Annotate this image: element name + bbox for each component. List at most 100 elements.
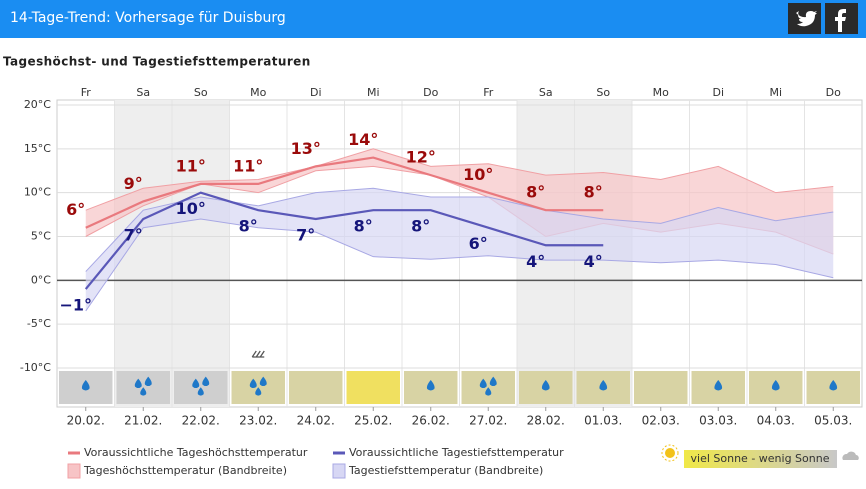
- legend-line: [333, 451, 345, 455]
- weekday-label: So: [194, 86, 208, 99]
- legend-label: Tagestiefsttemperatur (Bandbreite): [348, 464, 543, 477]
- value-label: 7°: [296, 225, 315, 244]
- weekday-label: Mi: [769, 86, 782, 99]
- weekday-label: Di: [310, 86, 322, 99]
- sun-legend-label: viel Sonne - wenig Sonne: [691, 452, 830, 465]
- value-label: 11°: [233, 156, 263, 175]
- value-label: 10°: [463, 165, 493, 184]
- y-tick-label: 20°C: [24, 98, 51, 111]
- x-tick-label: 23.02.: [239, 414, 277, 428]
- sun-rays: [661, 444, 679, 462]
- value-label: 8°: [354, 217, 373, 236]
- legend-swatch: [67, 463, 81, 479]
- twitter-icon: [796, 11, 817, 27]
- weekday-label: Do: [423, 86, 438, 99]
- series-line: [85, 156, 604, 229]
- legend-label: Voraussichtliche Tageshöchsttemperatur: [84, 446, 308, 459]
- rain-drop: [485, 387, 492, 396]
- weekday-label: Mi: [367, 86, 380, 99]
- value-label: 10°: [176, 199, 206, 218]
- legend-label: Tageshöchsttemperatur (Bandbreite): [83, 464, 287, 477]
- weekend-column: [172, 100, 230, 407]
- rain-drop: [249, 378, 257, 389]
- value-label: 6°: [66, 200, 85, 219]
- weather-cell: [346, 371, 400, 404]
- rain-drop: [259, 376, 267, 387]
- band-upper: [85, 148, 834, 211]
- weekday-label: Mo: [250, 86, 266, 99]
- rain-drop: [134, 378, 142, 389]
- band-lower: [85, 218, 834, 312]
- weekday-label: Sa: [539, 86, 553, 99]
- rain-drop: [202, 376, 210, 387]
- x-tick-label: 03.03.: [699, 414, 737, 428]
- series-line: [84, 191, 604, 290]
- rain-drop: [255, 387, 262, 396]
- x-tick-label: 22.02.: [182, 414, 220, 428]
- x-tick-label: 26.02.: [412, 414, 450, 428]
- band-upper: [85, 187, 834, 272]
- value-label: −1°: [59, 296, 92, 315]
- weekday-label: Fr: [483, 86, 494, 99]
- x-tick-label: 28.02.: [527, 414, 565, 428]
- x-tick-label: 04.03.: [757, 414, 795, 428]
- weekday-label: Mo: [653, 86, 669, 99]
- rain-drop: [192, 378, 200, 389]
- value-label: 7°: [124, 225, 143, 244]
- legend-label: Voraussichtliche Tagestiefsttemperatur: [349, 446, 564, 459]
- rain-drop: [479, 378, 487, 389]
- weather-cell: [289, 371, 343, 404]
- rain-drop: [771, 380, 780, 391]
- rain-drop: [197, 387, 204, 396]
- rain-drop: [541, 380, 550, 391]
- header-title: 14-Tage-Trend: Vorhersage für Duisburg: [10, 10, 286, 26]
- value-label: 4°: [526, 252, 545, 271]
- rain-drop: [829, 380, 838, 391]
- value-label: 6°: [469, 234, 488, 253]
- legend-swatch: [332, 463, 346, 479]
- weekday-label: Sa: [136, 86, 150, 99]
- chart-title: Tageshöchst- und Tagestiefsttemperaturen: [3, 55, 311, 69]
- weekday-label: So: [596, 86, 610, 99]
- rain-drop: [426, 380, 435, 391]
- y-tick-label: -10°C: [20, 361, 51, 374]
- rain-drop: [144, 376, 152, 387]
- x-tick-label: 21.02.: [124, 414, 162, 428]
- rain-drop: [140, 387, 147, 396]
- x-tick-label: 24.02.: [297, 414, 335, 428]
- cloud-icon: [842, 451, 859, 460]
- header-bar: [0, 0, 866, 38]
- value-label: 8°: [526, 183, 545, 202]
- sun-icon: [665, 448, 675, 458]
- value-label: 8°: [239, 217, 258, 236]
- y-tick-label: -5°C: [27, 317, 51, 330]
- value-label: 4°: [584, 252, 603, 271]
- y-tick-label: 15°C: [24, 142, 51, 155]
- x-tick-label: 20.02.: [67, 414, 105, 428]
- x-tick-label: 02.03.: [642, 414, 680, 428]
- value-label: 14°: [348, 130, 378, 149]
- band-area: [85, 188, 834, 312]
- x-tick-label: 27.02.: [469, 414, 507, 428]
- x-tick-label: 25.02.: [354, 414, 392, 428]
- weekday-label: Fr: [81, 86, 92, 99]
- weather-cell: [634, 371, 688, 404]
- value-label: 8°: [584, 183, 603, 202]
- sun-legend-bar: [684, 450, 837, 468]
- legend-line: [68, 451, 80, 455]
- rain-drop: [714, 380, 723, 391]
- rain-drop: [599, 380, 608, 391]
- y-tick-label: 10°C: [24, 186, 51, 199]
- y-tick-label: 0°C: [31, 273, 51, 286]
- rain-drop: [489, 376, 497, 387]
- value-label: 9°: [124, 174, 143, 193]
- x-tick-label: 01.03.: [584, 414, 622, 428]
- value-label: 8°: [411, 217, 430, 236]
- value-label: 11°: [176, 156, 206, 175]
- wind-icon: [251, 350, 265, 358]
- rain-drop: [81, 380, 90, 391]
- y-tick-label: 5°C: [31, 230, 51, 243]
- x-tick-label: 05.03.: [814, 414, 852, 428]
- value-label: 12°: [406, 148, 436, 167]
